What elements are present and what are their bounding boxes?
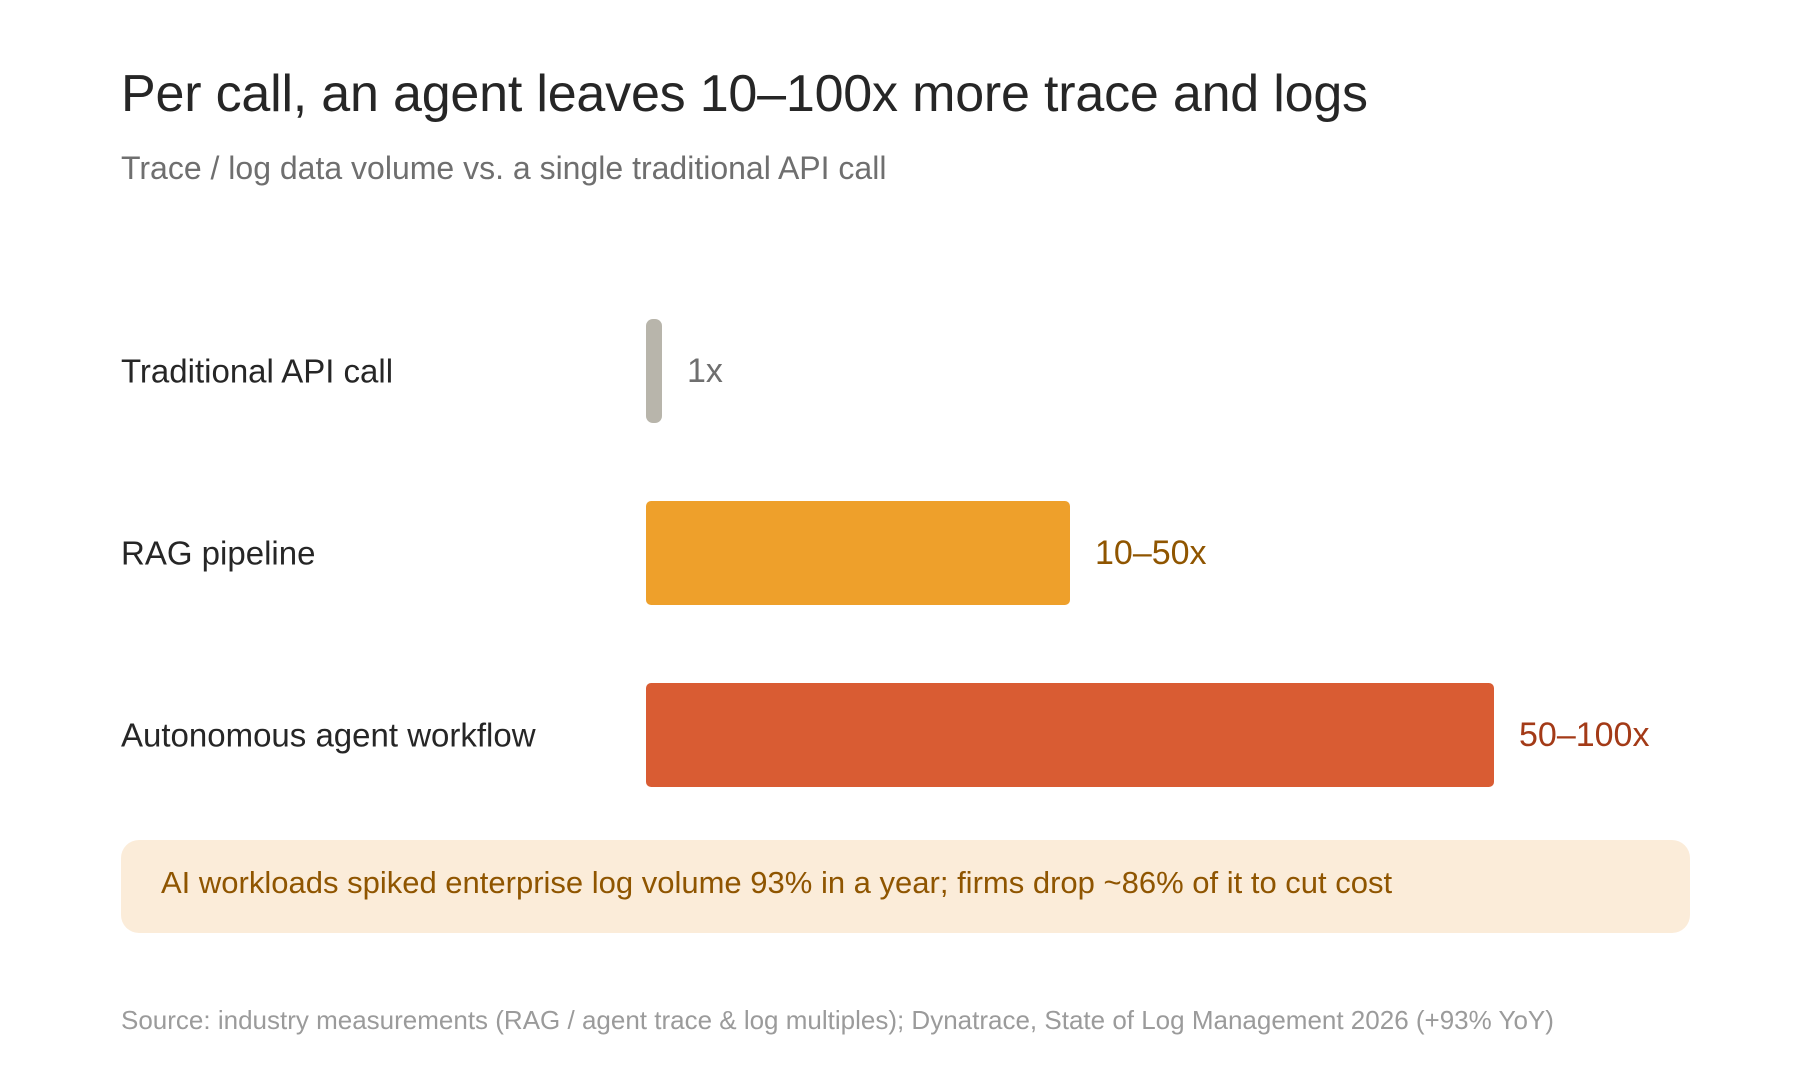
chart-title: Per call, an agent leaves 10–100x more t… (121, 65, 1368, 123)
bar-autonomous-agent-workflow (646, 683, 1494, 787)
chart-subtitle: Trace / log data volume vs. a single tra… (121, 150, 887, 186)
bar-chart-plot: Traditional API call 1x RAG pipeline 10–50x… (121, 319, 1649, 787)
category-label-traditional-api-call: Traditional API call (121, 353, 393, 390)
source-footnote: Source: industry measurements (RAG / age… (121, 1005, 1554, 1035)
callout-note: AI workloads spiked enterprise log volum… (121, 840, 1690, 933)
bar-rag-pipeline (646, 501, 1070, 605)
callout-note-text: AI workloads spiked enterprise log volum… (161, 865, 1393, 900)
value-label-traditional-api-call: 1x (687, 352, 723, 390)
category-label-autonomous-agent-workflow: Autonomous agent workflow (121, 717, 536, 754)
category-label-rag-pipeline: RAG pipeline (121, 535, 315, 572)
value-label-rag-pipeline: 10–50x (1095, 534, 1207, 572)
bar-traditional-api-call (646, 319, 662, 423)
value-label-autonomous-agent-workflow: 50–100x (1519, 716, 1649, 754)
